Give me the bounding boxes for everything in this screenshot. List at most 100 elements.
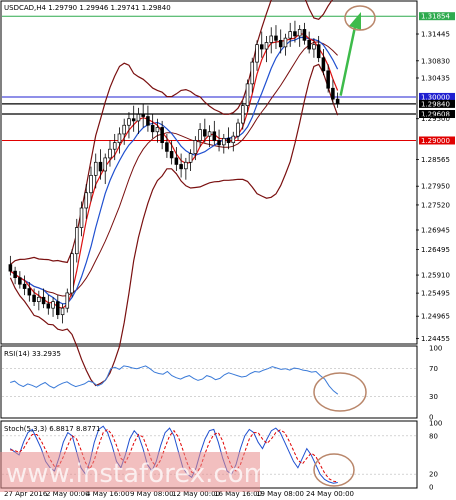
price-tick-label: 1.26945 <box>421 226 450 234</box>
price-tag-label: 1.29608 <box>421 111 450 119</box>
price-tag-label: 1.29840 <box>421 100 450 108</box>
candle-body <box>250 61 255 85</box>
stoch-title: Stoch(5,3,3) 6.8817 8.8771 <box>4 425 100 433</box>
candle-body <box>174 157 179 165</box>
candle-body <box>27 288 32 296</box>
candle-body <box>18 277 22 285</box>
candle-body <box>131 118 136 122</box>
candle-body <box>231 135 236 144</box>
candle-body <box>198 129 202 141</box>
candle-body <box>13 270 17 279</box>
candle-body <box>283 37 288 48</box>
chart-symbol-title: USDCAD,H4 1.29790 1.29946 1.29741 1.2984… <box>4 4 171 12</box>
candle-body <box>226 137 231 144</box>
candle-body <box>326 70 330 89</box>
candle-body <box>259 44 264 50</box>
candle-body <box>331 87 335 100</box>
price-tag <box>419 136 455 145</box>
price-axis: 1.31854 1.31445 1.30830 1.30435 1.300001.298… <box>416 12 455 492</box>
price-panel-frame <box>0 0 418 345</box>
candle-body <box>136 114 141 122</box>
price-tag <box>419 12 455 21</box>
candle-body <box>127 118 131 126</box>
candle-body <box>293 31 297 37</box>
candle-body <box>51 301 55 309</box>
candle-body <box>150 124 155 133</box>
candle-body <box>316 44 321 59</box>
candle-body <box>79 207 84 228</box>
time-tick-label: 19 May 08:00 <box>256 490 304 498</box>
candle-body <box>160 127 164 144</box>
candle-body <box>70 253 74 294</box>
candle-body <box>274 35 278 41</box>
forecast-arrow <box>339 21 358 96</box>
candle-body <box>46 303 51 309</box>
candle-body <box>184 161 188 170</box>
time-tick-label: 9 May 08:00 <box>130 490 174 498</box>
stoch-tick-label: 80 <box>429 432 438 440</box>
candle-body <box>217 140 221 146</box>
candle-body <box>56 301 60 316</box>
rsi-tick-label: 0 <box>429 414 433 422</box>
price-tag <box>419 99 455 108</box>
watermark-band <box>0 452 260 492</box>
price-panel <box>2 0 416 387</box>
rsi-title: RSI(14) 33.2935 <box>4 350 61 358</box>
price-tick-label: 1.29500 <box>421 115 450 123</box>
candle-body <box>264 42 269 50</box>
candle-body <box>255 44 259 63</box>
price-tick-label: 1.30830 <box>421 57 450 65</box>
candle-body <box>117 133 122 144</box>
price-tick-label: 1.25495 <box>421 290 450 298</box>
candle-body <box>146 116 150 126</box>
candle-body <box>112 142 117 150</box>
candle-body <box>108 148 112 159</box>
candle-body <box>269 35 274 43</box>
rsi-panel-frame <box>0 345 418 419</box>
candle-body <box>37 296 41 302</box>
candle-body <box>297 29 302 37</box>
price-tick-label: 1.28565 <box>421 156 450 164</box>
candle-body <box>222 137 226 146</box>
time-tick-label: 12 May 00:00 <box>172 490 220 498</box>
candle-body <box>122 124 126 135</box>
candle-body <box>141 114 145 117</box>
candle-body <box>32 294 36 302</box>
candle-body <box>84 192 89 209</box>
forecast-arrowhead <box>349 12 361 30</box>
stoch-tick-label: 100 <box>429 420 442 428</box>
candle-body <box>278 39 283 48</box>
rsi-tick-label: 70 <box>429 365 438 373</box>
price-tick-label: 1.24965 <box>421 313 450 321</box>
candle-body <box>321 57 326 72</box>
ma-fast <box>10 33 339 309</box>
rsi-tick-label: 100 <box>429 345 442 353</box>
candle-body <box>8 264 13 272</box>
time-tick-label: 27 Apr 2016 <box>4 490 48 498</box>
candle-body <box>307 39 311 50</box>
candle-body <box>288 31 292 39</box>
candle-body <box>236 122 240 137</box>
candle-body <box>165 142 169 152</box>
candle-body <box>93 161 98 176</box>
candle-body <box>74 227 79 255</box>
price-tick-label: 1.31445 <box>421 31 450 39</box>
time-tick-label: 24 May 00:00 <box>306 490 354 498</box>
watermark: www.instaforex.com <box>6 459 269 489</box>
candle-body <box>60 307 65 316</box>
candle-body <box>302 29 307 41</box>
time-tick-label: 16 May 16:00 <box>214 490 262 498</box>
time-tick-label: 4 May 16:00 <box>86 490 130 498</box>
rsi-panel <box>2 365 416 412</box>
candle-body <box>212 131 217 141</box>
ma-slow <box>10 36 339 305</box>
candle-body <box>245 83 250 107</box>
bollinger-middle <box>10 41 338 297</box>
rsi-tick-label: 30 <box>429 393 438 401</box>
stoch-main-line <box>9 425 338 484</box>
candle-body <box>188 153 193 163</box>
candle-body <box>207 131 212 137</box>
stoch-circle <box>313 453 355 487</box>
